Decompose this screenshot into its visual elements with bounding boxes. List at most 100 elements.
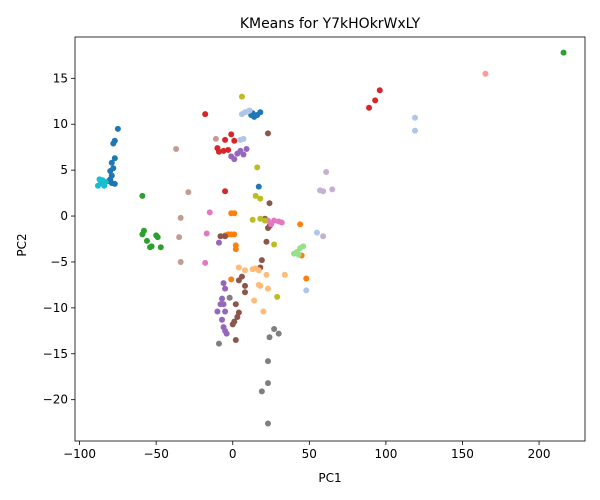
cluster-10-point-5: [240, 135, 247, 142]
cluster-9-point-5: [102, 179, 109, 186]
cluster-7-point-3: [264, 420, 271, 427]
y-tick-label: −5: [50, 255, 68, 269]
cluster-0-point-4: [108, 159, 115, 166]
cluster-5-point-18: [266, 200, 273, 207]
cluster-4-point-9: [220, 301, 227, 308]
cluster-8-point-3: [257, 195, 264, 202]
cluster-2-point-2: [139, 231, 146, 238]
cluster-5-point-4: [242, 282, 248, 289]
cluster-14-point-2: [323, 168, 330, 175]
cluster-12-point-2: [295, 251, 302, 258]
cluster-13-point-0: [482, 70, 489, 77]
cluster-4-point-16: [222, 285, 229, 292]
cluster-3-point-0: [202, 111, 209, 118]
y-tick-label: −20: [43, 393, 68, 407]
cluster-1-point-7: [232, 246, 239, 253]
cluster-0-point-10: [111, 180, 118, 187]
cluster-3-point-6: [228, 131, 235, 138]
cluster-1-point-1: [231, 210, 238, 217]
cluster-0-point-3: [111, 155, 118, 162]
cluster-14-point-1: [320, 188, 327, 195]
cluster-8-point-8: [274, 293, 281, 300]
cluster-11-point-1: [242, 267, 248, 274]
cluster-7-point-4: [264, 380, 271, 387]
cluster-0-point-11: [107, 176, 114, 183]
cluster-11-point-10: [260, 308, 267, 315]
y-axis-label: PC2: [15, 233, 29, 256]
cluster-11-point-4: [255, 267, 262, 274]
cluster-15-point-4: [185, 189, 192, 196]
cluster-2-point-9: [560, 49, 567, 56]
y-tick-label: 15: [53, 71, 68, 85]
x-tick-label: −50: [144, 447, 169, 461]
y-tick-label: 0: [60, 209, 68, 223]
cluster-8-point-4: [249, 216, 256, 223]
cluster-8-point-7: [271, 241, 278, 248]
cluster-11-point-7: [257, 282, 264, 289]
points-layer: [94, 49, 567, 427]
cluster-15-point-1: [177, 214, 184, 221]
cluster-14-point-3: [329, 186, 336, 193]
cluster-12-point-4: [300, 243, 307, 250]
cluster-0-point-2: [110, 140, 117, 147]
cluster-7-point-0: [215, 340, 222, 347]
cluster-7-point-7: [271, 325, 278, 332]
cluster-9-point-4: [96, 176, 103, 183]
cluster-11-point-11: [281, 271, 288, 278]
cluster-8-point-5: [257, 215, 264, 222]
cluster-10-point-6: [313, 229, 320, 236]
x-tick-label: 50: [302, 447, 317, 461]
cluster-4-point-1: [231, 156, 238, 163]
cluster-5-point-3: [238, 273, 245, 280]
x-axis-label: PC1: [318, 471, 341, 485]
cluster-4-point-8: [219, 295, 226, 302]
cluster-11-point-0: [235, 264, 242, 271]
cluster-6-point-6: [278, 219, 285, 226]
cluster-5-point-13: [258, 257, 265, 264]
cluster-8-point-2: [252, 192, 259, 199]
chart-title: KMeans for Y7kHOkrWxLY: [240, 16, 421, 32]
cluster-6-point-0: [206, 209, 213, 216]
y-tick-label: −10: [43, 301, 68, 315]
cluster-4-point-15: [220, 280, 227, 287]
cluster-7-point-1: [226, 294, 233, 301]
cluster-8-point-0: [238, 93, 245, 100]
cluster-3-point-9: [366, 104, 373, 111]
cluster-15-point-0: [173, 146, 180, 153]
cluster-4-point-10: [222, 308, 229, 315]
cluster-0-point-6: [107, 168, 114, 175]
cluster-15-point-3: [177, 258, 184, 265]
cluster-15-point-2: [176, 234, 183, 241]
y-tick-label: 5: [60, 163, 68, 177]
cluster-11-point-9: [251, 297, 258, 304]
cluster-7-point-6: [266, 334, 273, 341]
cluster-3-point-7: [231, 137, 238, 144]
cluster-10-point-9: [412, 127, 418, 134]
cluster-3-point-10: [372, 97, 379, 104]
cluster-3-point-8: [222, 188, 229, 195]
cluster-6-point-2: [202, 259, 209, 266]
cluster-10-point-3: [246, 107, 253, 114]
cluster-5-point-11: [232, 337, 239, 343]
cluster-6-point-7: [268, 221, 275, 228]
cluster-5-point-14: [263, 238, 270, 245]
cluster-0-point-15: [257, 109, 264, 116]
y-tick-label: 10: [53, 117, 68, 131]
cluster-6-point-1: [203, 230, 210, 237]
x-tick-label: 200: [528, 447, 551, 461]
cluster-5-point-1: [222, 233, 229, 240]
cluster-0-point-0: [114, 125, 121, 132]
cluster-2-point-3: [143, 237, 150, 244]
cluster-8-point-6: [261, 217, 268, 224]
cluster-4-point-11: [219, 316, 226, 323]
cluster-8-point-1: [254, 164, 261, 171]
cluster-15-point-5: [212, 135, 219, 142]
cluster-4-point-14: [223, 330, 230, 337]
x-tick-label: 150: [451, 447, 474, 461]
cluster-7-point-5: [264, 358, 271, 365]
cluster-3-point-3: [220, 147, 227, 154]
cluster-7-point-8: [275, 330, 282, 337]
